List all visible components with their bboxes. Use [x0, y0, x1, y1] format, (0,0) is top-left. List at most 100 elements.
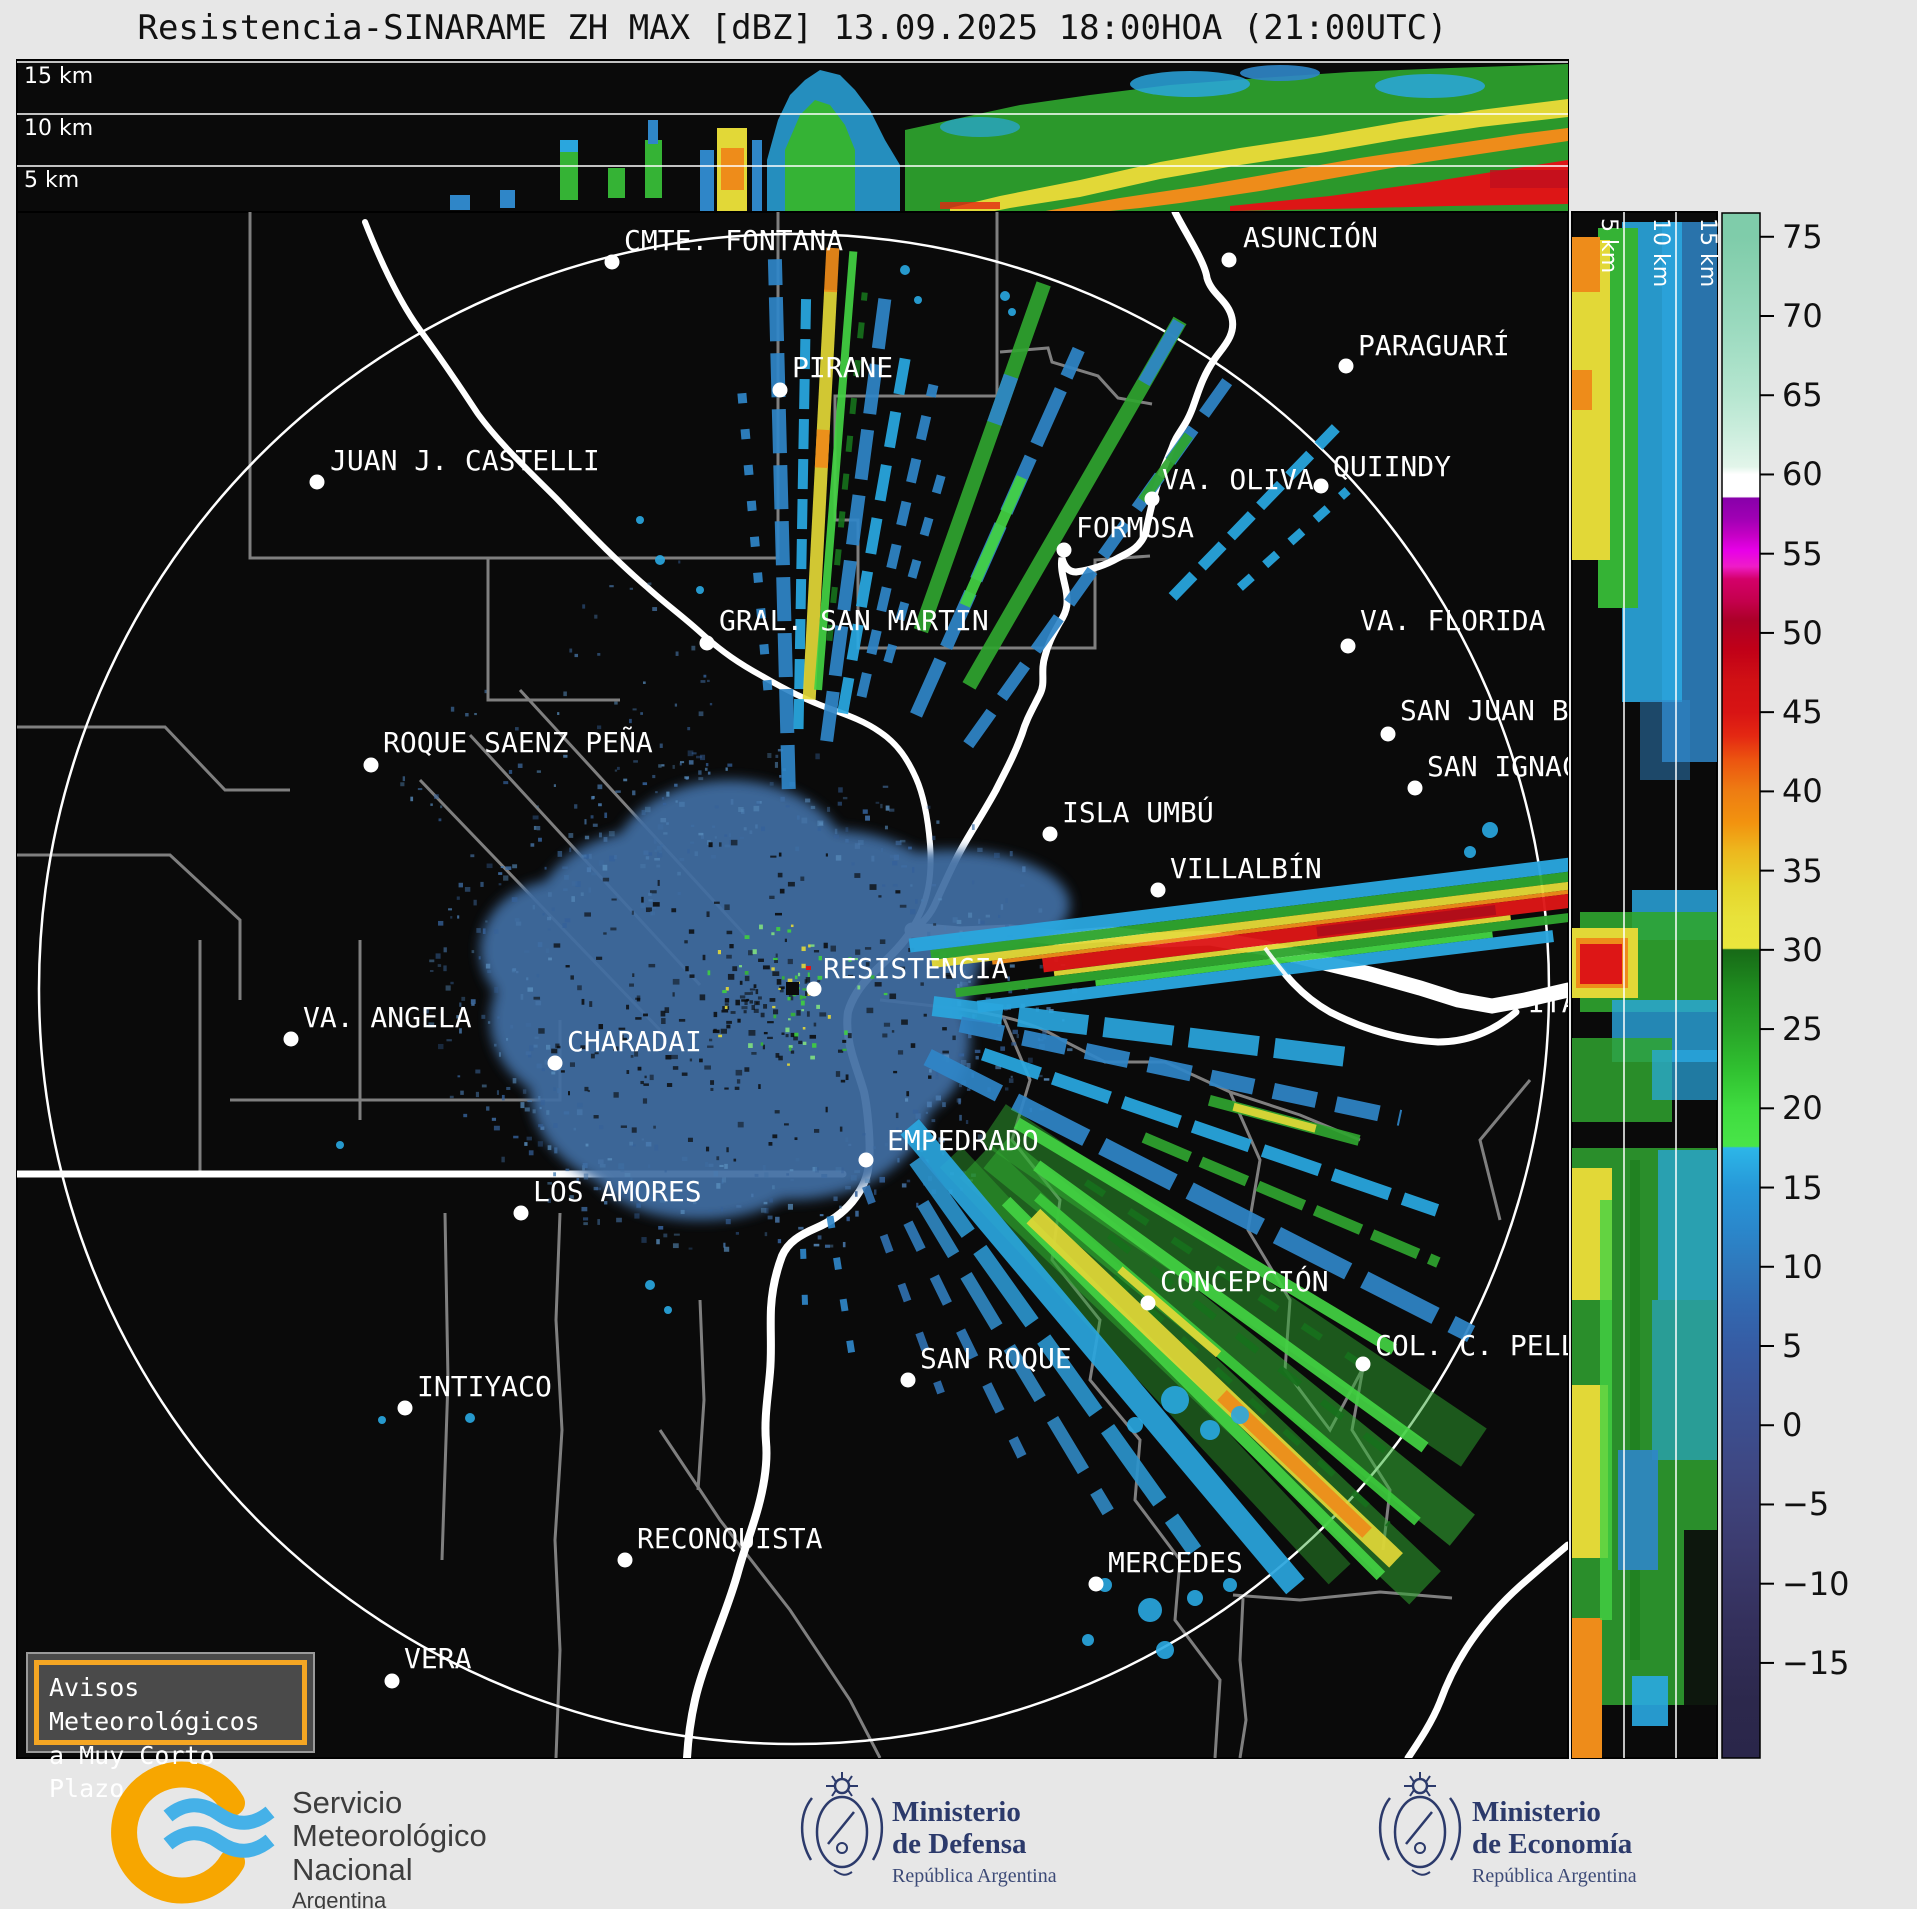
blob-speckle	[774, 761, 779, 768]
blob-hole	[672, 1066, 679, 1070]
spray-speckle	[417, 788, 423, 791]
blob-speckle	[498, 883, 502, 886]
spray-speckle	[703, 674, 707, 678]
blob-hole	[643, 1013, 648, 1017]
blob-hole	[612, 1046, 619, 1051]
blob-speckle	[977, 847, 983, 852]
blob-speckle	[956, 919, 962, 925]
blob-hole	[778, 1055, 783, 1061]
clutter-speckle	[739, 965, 743, 968]
blob-speckle	[634, 1213, 640, 1219]
blob-speckle	[538, 1095, 541, 1100]
city-dot	[1088, 1576, 1104, 1592]
blob-speckle	[915, 1113, 921, 1119]
blob-hole	[589, 1001, 593, 1007]
echo-spoke	[793, 289, 812, 730]
spray-speckle	[503, 781, 509, 785]
blob-hole	[713, 1011, 718, 1018]
echo-spoke	[802, 289, 838, 700]
blob-speckle	[850, 1175, 857, 1181]
spray-speckle	[508, 769, 513, 774]
echo-blob	[1138, 1598, 1162, 1622]
echo-spoke	[1236, 487, 1351, 591]
blob-hole	[664, 1007, 670, 1013]
city-label: CHARADAI	[567, 1025, 702, 1058]
blob-hole	[767, 1021, 774, 1024]
blob-hole	[726, 1147, 729, 1153]
blob-hole	[706, 911, 710, 918]
clutter-speckle	[816, 1004, 821, 1009]
blob-speckle	[968, 1033, 972, 1039]
city-dot	[772, 382, 788, 398]
blob-hole	[751, 1004, 755, 1010]
blob-speckle	[496, 1090, 499, 1095]
blob-hole	[724, 1087, 729, 1090]
blob-hole	[626, 1070, 630, 1074]
blob-hole	[555, 1043, 560, 1048]
blob-speckle	[471, 950, 475, 954]
blob-hole	[649, 1074, 654, 1081]
blob-speckle	[486, 863, 493, 869]
clutter-speckle	[771, 967, 775, 971]
blob-speckle	[707, 771, 711, 775]
blob-speckle	[615, 790, 621, 793]
blob-hole	[636, 995, 641, 1000]
clutter-speckle	[801, 946, 806, 952]
spray-speckle	[687, 848, 690, 854]
blob-speckle	[855, 1210, 859, 1217]
spray-speckle	[677, 871, 681, 876]
blob-speckle	[457, 915, 460, 919]
spray-speckle	[661, 797, 665, 800]
spray-speckle	[632, 708, 637, 711]
blob-speckle	[581, 854, 587, 858]
blob-speckle	[487, 970, 492, 974]
echo-spoke	[923, 1049, 1476, 1343]
city-dot	[617, 1552, 633, 1568]
blob-speckle	[537, 1141, 543, 1147]
blob-hole	[777, 872, 783, 878]
spray-speckle	[609, 585, 614, 588]
blob-hole	[567, 1091, 571, 1096]
economia-line-2: de Economía	[1472, 1828, 1633, 1861]
blob-speckle	[938, 898, 943, 901]
blob-speckle	[526, 1136, 532, 1141]
blob-speckle	[546, 1110, 550, 1115]
spray-speckle	[687, 726, 691, 731]
blob-speckle	[645, 856, 650, 860]
blob-speckle	[908, 846, 912, 850]
blob-speckle	[615, 1184, 619, 1191]
blob-speckle	[777, 1239, 782, 1244]
blob-speckle	[520, 993, 524, 1000]
blob-hole	[906, 1091, 910, 1097]
blob-hole	[895, 1112, 899, 1119]
blob-speckle	[448, 908, 453, 911]
clutter-speckle	[787, 1063, 790, 1066]
spray-speckle	[698, 832, 704, 836]
blob-hole	[779, 987, 784, 993]
blob-speckle	[583, 854, 590, 859]
blob-speckle	[640, 863, 646, 869]
blob-speckle	[789, 1169, 794, 1172]
clutter-speckle	[771, 932, 775, 936]
blob-speckle	[599, 1163, 606, 1168]
echo-spoke	[814, 429, 830, 469]
blob-hole	[648, 963, 656, 968]
blob-speckle	[602, 864, 608, 871]
blob-hole	[635, 1017, 642, 1020]
blob-hole	[704, 1065, 711, 1070]
blob-hole	[699, 994, 706, 1001]
blob-speckle	[700, 833, 705, 839]
blob-hole	[855, 949, 861, 955]
clutter-speckle	[854, 957, 858, 961]
blob-speckle	[501, 1094, 505, 1101]
blob-hole	[724, 1003, 729, 1006]
blob-speckle	[672, 1243, 679, 1249]
city-label: VILLALBÍN	[1170, 851, 1322, 885]
blob-speckle	[1000, 1017, 1007, 1020]
spray-speckle	[653, 911, 656, 916]
blob-speckle	[680, 1209, 685, 1215]
blob-speckle	[901, 1183, 907, 1188]
blob-speckle	[679, 801, 685, 807]
warning-box: Avisos Meteorológicos a Muy Corto Plazo	[26, 1652, 315, 1803]
blob-speckle	[553, 1172, 557, 1177]
